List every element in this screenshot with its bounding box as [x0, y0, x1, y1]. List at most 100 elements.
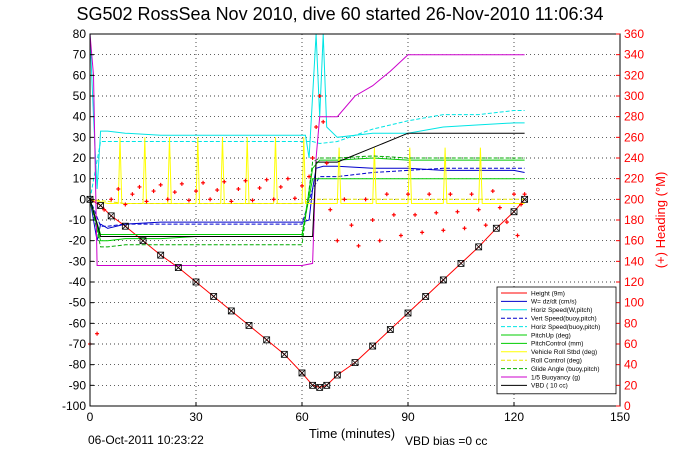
heading-point [335, 238, 340, 243]
legend-entry: PitchControl (mm) [501, 341, 583, 348]
heading-point [179, 181, 184, 186]
legend-entry: Height (9m) [501, 290, 565, 297]
heading-point [384, 192, 389, 197]
x-tick-label: 120 [504, 410, 524, 424]
y-tick-label: 50 [73, 89, 87, 103]
footer-timestamp: 06-Oct-2011 10:23:22 [88, 433, 204, 447]
heading-point [363, 197, 368, 202]
y-tick-label: -50 [69, 296, 87, 310]
legend-label: W= dz/dt (cm/s) [531, 299, 577, 306]
heading-point [427, 192, 432, 197]
series-pitchup-deg [89, 157, 525, 242]
legend-label: VBD ( 10 cc) [531, 383, 568, 390]
legend-label: Horiz Speed(W,pitch) [531, 307, 592, 314]
heading-point [469, 192, 474, 197]
heading-point [257, 185, 262, 190]
y-tick-label: 20 [73, 151, 87, 165]
heading-point [420, 230, 425, 235]
y-tick-label: 80 [73, 27, 87, 41]
y-tick-label: -30 [69, 254, 87, 268]
heading-point [314, 125, 319, 129]
heading-point [151, 189, 156, 194]
height-marker [439, 276, 447, 284]
y-tick-label: 40 [73, 110, 87, 124]
heading-point [278, 184, 283, 189]
heading-point [512, 192, 516, 197]
height-marker [369, 342, 377, 350]
heading-point [324, 161, 329, 166]
heading-point [201, 180, 206, 185]
legend-entry: PitchUp (deg) [501, 332, 571, 339]
y-right-tick-label: 20 [624, 378, 638, 392]
height-marker [333, 371, 341, 379]
x-tick-label: 30 [189, 410, 203, 424]
height-marker [492, 224, 500, 232]
height-marker [97, 202, 104, 209]
y-right-tick-label: 160 [624, 234, 644, 248]
heading-point [455, 209, 460, 214]
legend-entry: Glide Angle (buoy,pitch) [501, 366, 600, 373]
x-tick-label: 150 [610, 410, 630, 424]
heading-point [130, 192, 135, 197]
heading-point [391, 212, 396, 217]
heading-point [194, 189, 198, 194]
heading-point [222, 179, 227, 184]
legend-entry: W= dz/dt (cm/s) [501, 299, 577, 306]
y-tick-label: -60 [69, 316, 87, 330]
heading-point [342, 197, 347, 202]
heading-point [321, 119, 326, 124]
heading-point [102, 207, 107, 212]
x-tick-label: 0 [87, 410, 94, 424]
y-right-tick-label: 260 [624, 130, 644, 144]
heading-point [370, 218, 375, 222]
height-marker [475, 243, 483, 251]
legend-label: Glide Angle (buoy,pitch) [531, 366, 600, 373]
legend-box [496, 286, 617, 395]
heading-point [406, 192, 410, 197]
chart-title: SG502 RossSea Nov 2010, dive 60 started … [76, 4, 603, 24]
y-right-tick-label: 280 [624, 110, 644, 124]
heading-point [356, 243, 361, 248]
series-roll-control-deg [89, 198, 525, 204]
y-right-tick-label: 100 [624, 296, 644, 310]
y-right-tick-label: 80 [624, 316, 638, 330]
x-axis-label: Time (minutes) [309, 426, 395, 441]
heading-point [144, 199, 149, 204]
height-marker [351, 359, 359, 367]
legend-label: Height (9m) [531, 290, 565, 297]
y-right-tick-label: 300 [624, 89, 644, 103]
heading-point [264, 177, 269, 182]
series-horiz-speed-buoy-pitch [89, 110, 525, 200]
x-tick-label: 60 [295, 410, 309, 424]
legend-label: Vehicle Roll Stbd (deg) [531, 349, 597, 356]
y-tick-label: 70 [73, 48, 87, 62]
height-marker [210, 293, 218, 300]
x-ticks: 0 30 60 90 120 150 [87, 402, 630, 424]
heading-point [483, 223, 488, 228]
legend-label: 1/5 Buoyancy (g) [531, 374, 580, 381]
heading-point [236, 187, 241, 191]
footer-vbd-bias: VBD bias =0 cc [405, 434, 487, 448]
y-tick-label: -10 [69, 213, 87, 227]
heading-point [186, 198, 191, 203]
height-marker [280, 350, 288, 358]
y-right-tick-label: 60 [624, 337, 638, 351]
heading-point [349, 223, 354, 228]
legend-entry: Horiz Speed(W,pitch) [501, 307, 592, 314]
heading-point [490, 189, 495, 194]
heading-point [476, 207, 481, 212]
heading-point [229, 199, 234, 204]
y-tick-label: -100 [62, 399, 86, 413]
legend-entry: Roll Control (deg) [501, 358, 582, 365]
y-tick-label: -20 [69, 234, 87, 248]
heading-point [158, 182, 163, 187]
height-marker [386, 326, 394, 333]
heading-point [448, 192, 453, 197]
legend-entry: Vehicle Roll Stbd (deg) [501, 349, 597, 356]
heading-point [413, 212, 418, 217]
y-right-tick-label: 200 [624, 192, 644, 206]
y-right-tick-label: 40 [624, 358, 638, 372]
y-tick-label: 0 [79, 192, 86, 206]
y-tick-label: -40 [69, 275, 87, 289]
